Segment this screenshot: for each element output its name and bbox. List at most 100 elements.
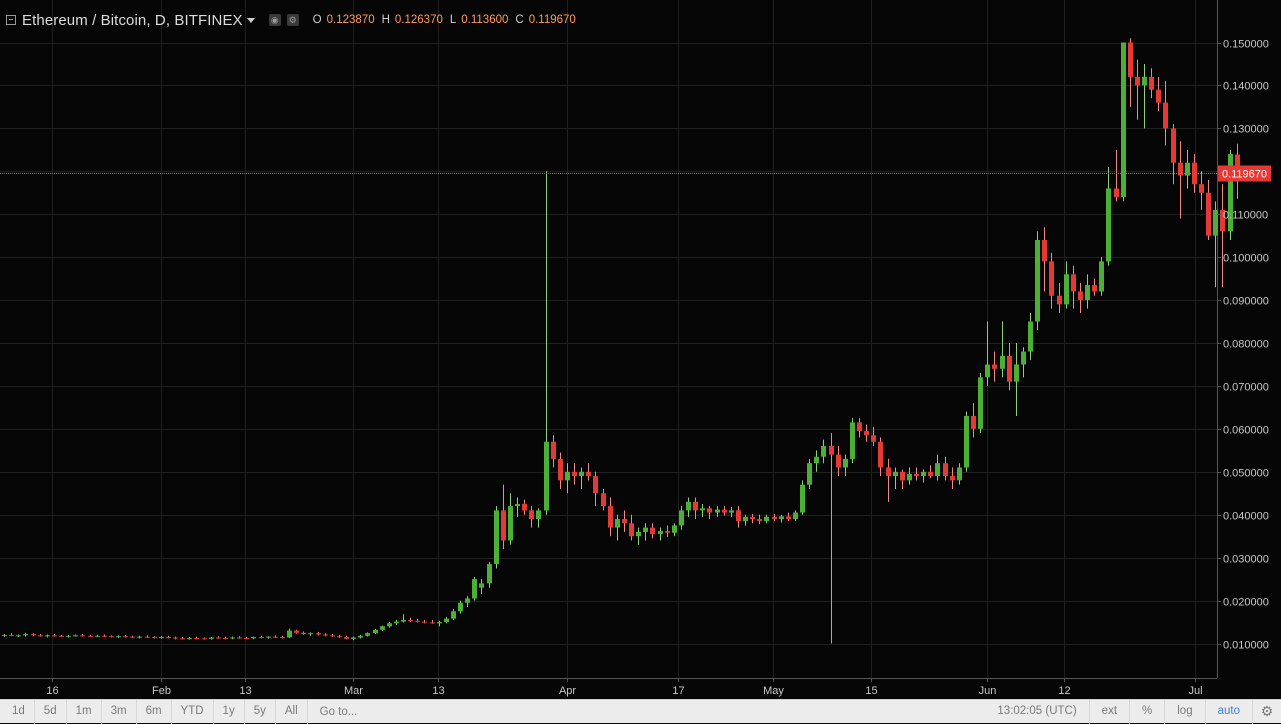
candle-body — [437, 622, 442, 624]
candle-body — [593, 476, 598, 494]
time-tick-label: May — [763, 685, 784, 697]
candle-down — [194, 636, 199, 640]
candle-down — [1135, 59, 1140, 120]
candle-body — [679, 510, 684, 526]
range-1y-button[interactable]: 1y — [214, 699, 245, 724]
chevron-down-icon[interactable] — [246, 17, 255, 23]
settings-gear-icon[interactable]: ⚙ — [1260, 703, 1274, 719]
candle-down — [223, 636, 228, 640]
candle-body — [1000, 355, 1005, 369]
candle-body — [23, 634, 28, 636]
candle-up — [715, 506, 720, 517]
candle-body — [487, 564, 492, 584]
candle-down — [80, 634, 85, 637]
candle-body — [686, 501, 691, 511]
candle-body — [1199, 184, 1204, 193]
candle-body — [52, 635, 57, 637]
candle-body — [451, 611, 456, 619]
candle-up — [729, 506, 734, 517]
candle-body — [130, 636, 135, 638]
candle-up — [1213, 201, 1218, 288]
candle-body — [693, 501, 698, 511]
eye-icon[interactable]: ◉ — [268, 14, 281, 26]
candle-body — [529, 510, 534, 520]
auto-toggle[interactable]: auto — [1206, 699, 1253, 724]
candle-up — [508, 493, 513, 545]
collapse-icon[interactable] — [6, 15, 16, 25]
candle-down — [88, 634, 93, 638]
price-axis[interactable]: 0.010000 0.020000 0.030000 0.040000 0.050000… — [1217, 39, 1269, 652]
candle-body — [821, 446, 826, 457]
range-6m-button[interactable]: 6m — [137, 699, 172, 724]
range-1d-button[interactable]: 1d — [0, 699, 35, 724]
candle-down — [1149, 68, 1154, 99]
time-axis[interactable]: 16 Feb 13 Mar 13 Apr 17 May 15 Jun 12 Jul — [46, 678, 1203, 697]
candle-up — [1228, 149, 1233, 240]
range-5d-button[interactable]: 5d — [35, 699, 67, 724]
log-toggle[interactable]: log — [1165, 699, 1206, 724]
candle-body — [415, 620, 420, 622]
candle-down — [943, 456, 948, 481]
candle-up — [394, 619, 399, 626]
candle-body — [750, 516, 755, 520]
goto-button[interactable]: Go to... — [319, 705, 358, 718]
candle-body — [864, 431, 869, 436]
gear-icon[interactable]: ⚙ — [286, 14, 299, 26]
candle-body — [1178, 162, 1183, 176]
candle-down — [173, 636, 178, 640]
range-all-button[interactable]: All — [276, 699, 308, 724]
candle-down — [928, 465, 933, 479]
range-ytd-button[interactable]: YTD — [172, 699, 214, 724]
candle-body — [1092, 285, 1097, 292]
candle-body — [836, 454, 841, 468]
price-tick-label: 0.040000 — [1223, 511, 1269, 523]
candle-body — [472, 579, 477, 599]
ext-toggle[interactable]: ext — [1090, 699, 1131, 724]
candle-body — [551, 441, 556, 459]
price-chart[interactable]: 0.010000 0.020000 0.030000 0.040000 0.050000… — [0, 0, 1281, 700]
candle-down — [1078, 282, 1083, 313]
candle-up — [2, 634, 7, 638]
candle-up — [1106, 166, 1111, 266]
candle-up — [985, 321, 990, 386]
candle-up — [579, 467, 584, 489]
candle-body — [814, 456, 819, 464]
range-3m-button[interactable]: 3m — [102, 699, 137, 724]
candle-body — [700, 508, 705, 511]
candle-body — [88, 635, 93, 637]
candle-body — [187, 637, 192, 639]
price-tick-label: 0.090000 — [1223, 296, 1269, 308]
candle-up — [800, 480, 805, 515]
candle-down — [316, 631, 321, 636]
candle-body — [650, 527, 655, 535]
candle-down — [344, 635, 349, 640]
candle-up — [230, 636, 235, 640]
high-value: 0.126370 — [394, 14, 443, 26]
price-tick-label: 0.130000 — [1223, 124, 1269, 136]
candle-down — [736, 506, 741, 528]
candle-body — [807, 463, 812, 485]
candle-down — [430, 619, 435, 624]
candle-down — [330, 634, 335, 638]
candle-down — [992, 351, 997, 382]
candle-up — [159, 636, 164, 639]
candle-down — [102, 634, 107, 638]
range-1m-button[interactable]: 1m — [67, 699, 102, 724]
candle-up — [451, 609, 456, 620]
candle-down — [1163, 81, 1168, 146]
low-value: 0.113600 — [461, 14, 509, 26]
candle-body — [992, 364, 997, 369]
candle-body — [707, 508, 712, 513]
open-value: 0.123870 — [326, 14, 375, 26]
candle-body — [800, 484, 805, 513]
candle-up — [686, 497, 691, 517]
candle-down — [237, 636, 242, 639]
symbol-title[interactable]: Ethereum / Bitcoin, D, BITFINEX — [22, 11, 243, 29]
percent-toggle[interactable]: % — [1130, 699, 1166, 724]
candle-up — [643, 523, 648, 541]
range-5y-button[interactable]: 5y — [245, 699, 276, 724]
candle-down — [323, 633, 328, 637]
candle-body — [102, 635, 107, 637]
candle-body — [152, 637, 157, 639]
clock: 13:02:05 (UTC) — [985, 699, 1090, 724]
